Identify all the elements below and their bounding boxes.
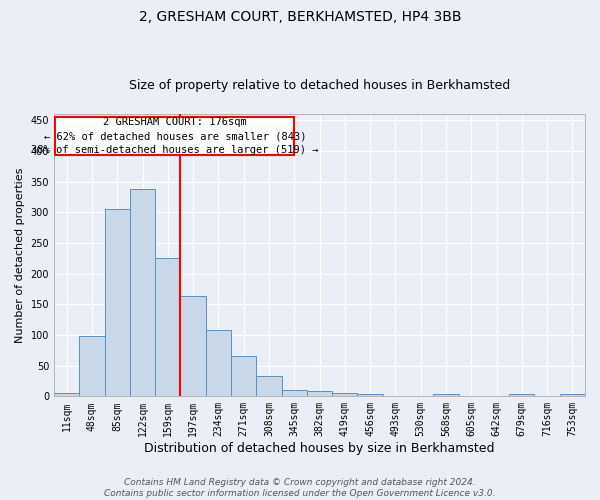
X-axis label: Distribution of detached houses by size in Berkhamsted: Distribution of detached houses by size … (144, 442, 495, 455)
Text: Contains HM Land Registry data © Crown copyright and database right 2024.
Contai: Contains HM Land Registry data © Crown c… (104, 478, 496, 498)
Bar (130, 190, 155, 396)
Y-axis label: Number of detached properties: Number of detached properties (15, 168, 25, 343)
Bar (206, 330, 231, 396)
FancyBboxPatch shape (55, 117, 294, 155)
Bar (181, 296, 206, 396)
Bar (256, 376, 281, 396)
Bar (433, 394, 458, 396)
Bar (281, 390, 307, 396)
Bar (231, 356, 256, 397)
Bar (79, 336, 104, 396)
Title: Size of property relative to detached houses in Berkhamsted: Size of property relative to detached ho… (129, 79, 510, 92)
Bar (54, 394, 79, 396)
Bar (509, 394, 535, 396)
Bar (307, 391, 332, 396)
Bar (560, 394, 585, 396)
Text: 2, GRESHAM COURT, BERKHAMSTED, HP4 3BB: 2, GRESHAM COURT, BERKHAMSTED, HP4 3BB (139, 10, 461, 24)
Bar (332, 392, 358, 396)
Bar (155, 258, 181, 396)
Bar (358, 394, 383, 396)
Bar (104, 209, 130, 396)
Text: 2 GRESHAM COURT: 176sqm
← 62% of detached houses are smaller (843)
38% of semi-d: 2 GRESHAM COURT: 176sqm ← 62% of detache… (31, 117, 319, 155)
